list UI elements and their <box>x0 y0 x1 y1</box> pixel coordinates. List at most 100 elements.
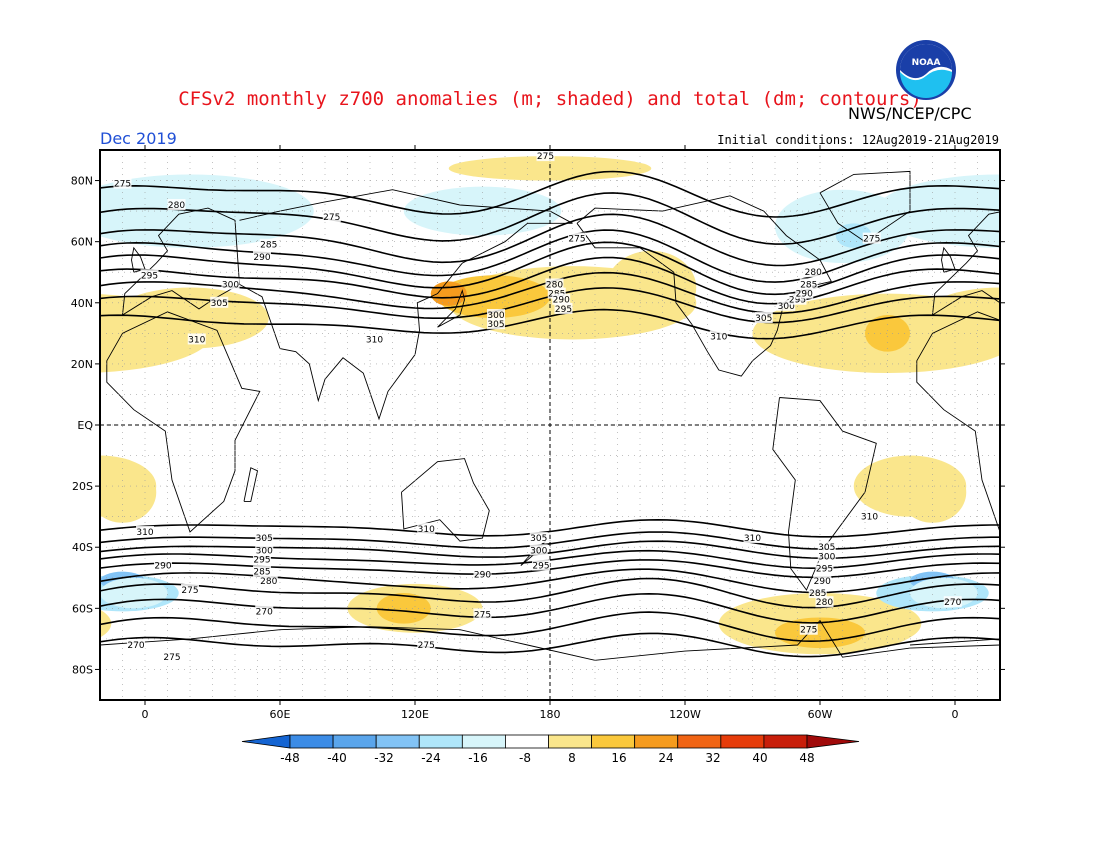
colorbar-swatch <box>591 734 636 749</box>
contour-label-bg <box>487 318 505 330</box>
contour-label: 270 <box>944 598 961 608</box>
graticule <box>100 150 1000 700</box>
contour-label-bg <box>473 568 492 580</box>
contour-label: 275 <box>323 213 340 223</box>
contour-label: 310 <box>366 335 383 345</box>
contour-label: 300 <box>256 546 273 556</box>
sh-height-contour <box>100 632 1000 658</box>
lon-tick-label: 0 <box>142 708 149 721</box>
colorbar-label: 48 <box>799 751 814 765</box>
lat-tick-label: 60N <box>71 236 93 249</box>
contour-label-bg <box>136 525 154 537</box>
contour-label-bg <box>862 232 881 244</box>
contour-label-bg <box>552 293 571 305</box>
sh-height-contour <box>100 518 1000 538</box>
contour-label: 290 <box>814 577 831 587</box>
contour-label: 300 <box>778 302 795 312</box>
lon-tick-label: 0 <box>952 708 959 721</box>
colorbar-label: 40 <box>752 751 767 765</box>
anomaly-shading <box>0 156 1000 655</box>
colorbar-swatch <box>677 734 722 749</box>
contour-label: 295 <box>253 555 270 565</box>
contour-label-bg <box>255 605 274 617</box>
contour-label-bg <box>817 541 836 553</box>
sh-height-contour <box>100 592 1000 624</box>
initial-conditions: Initial conditions: 12Aug2019-21Aug2019 <box>717 133 999 147</box>
logo-sea <box>900 69 952 98</box>
anomaly-southern-ocean-east-negative <box>100 577 168 609</box>
contour-label-bg <box>221 278 240 290</box>
contour-label: 285 <box>253 568 270 578</box>
contour-label-bg <box>163 651 181 663</box>
colorbar-swatch <box>461 734 506 749</box>
contour-label: 305 <box>530 534 547 544</box>
contour-label: 275 <box>163 653 180 663</box>
sh-height-contour <box>100 577 1000 609</box>
lat-tick-label: EQ <box>77 419 93 432</box>
map-title: CFSv2 monthly z700 anomalies (m; shaded)… <box>178 88 922 110</box>
colorbar-swatch <box>763 734 808 749</box>
contour-label-bg <box>255 544 274 556</box>
coast-madagascar <box>1054 468 1068 502</box>
contour-label-bg <box>253 553 271 565</box>
colorbar-label: -40 <box>327 751 347 765</box>
contour-label-bg <box>253 250 271 262</box>
contour-label-bg <box>154 559 172 571</box>
anomaly-greenland-negative <box>0 190 100 263</box>
contour-label: 310 <box>418 525 435 535</box>
colorbar-label: -24 <box>421 751 441 765</box>
contour-label: 280 <box>168 201 185 211</box>
anomaly-south-pacific-positive <box>100 609 112 638</box>
agency-label: NWS/NCEP/CPC <box>848 104 972 123</box>
contour-label: 275 <box>474 610 491 620</box>
contour-label-bg <box>777 299 796 311</box>
lat-tick-label: 80S <box>72 663 93 676</box>
contour-label-bg <box>529 532 548 544</box>
anomaly-siberia-negative <box>403 186 562 236</box>
contour-label: 270 <box>127 641 144 651</box>
contour-label: 295 <box>141 271 158 281</box>
colorbar-swatch <box>332 734 377 749</box>
lat-tick-label: 80N <box>71 175 93 188</box>
contour-label: 295 <box>532 562 549 572</box>
contour-label-bg <box>113 177 132 189</box>
contour-label-bg <box>547 287 566 299</box>
contour-label-bg <box>815 596 834 608</box>
contour-label-bg <box>754 312 773 324</box>
contour-label: 280 <box>816 598 833 608</box>
contour-label: 275 <box>114 180 131 190</box>
contour-label: 295 <box>555 305 572 315</box>
lat-tick-label: 20S <box>72 480 93 493</box>
contour-label-bg <box>788 293 807 305</box>
coast-japan <box>437 289 465 328</box>
contour-label-bg <box>417 522 436 534</box>
sh-height-contour <box>100 531 1000 550</box>
lon-tick-label: 120E <box>401 708 429 721</box>
colorbar-label: 24 <box>658 751 673 765</box>
lat-tick-label: 60S <box>72 602 93 615</box>
coast-asia <box>1050 190 1100 419</box>
colorbar-low-arrow <box>241 734 291 749</box>
coast-africa <box>916 311 1000 533</box>
nh-height-contour <box>100 241 1000 296</box>
contour-label-bg <box>532 559 550 571</box>
contour-label: 305 <box>211 299 228 309</box>
colorbar-label: -16 <box>468 751 488 765</box>
contour-label: 310 <box>744 534 761 544</box>
lat-tick-label: 20N <box>71 358 93 371</box>
anomaly-south-pacific-positive-core <box>0 618 55 649</box>
contour-label-bg <box>473 608 492 620</box>
contour-label: 280 <box>260 577 277 587</box>
contour-label-bg <box>799 623 818 635</box>
contour-label: 300 <box>487 311 504 321</box>
contour-label: 290 <box>253 253 270 263</box>
contour-label: 275 <box>181 586 198 596</box>
colorbar-swatch <box>505 734 549 749</box>
colorbar-swatch <box>375 734 420 749</box>
anomaly-north-america-west-positive <box>606 250 697 325</box>
contour-label: 285 <box>260 241 277 251</box>
contour-label-bg <box>140 269 159 281</box>
lon-tick-label: 60E <box>270 708 291 721</box>
